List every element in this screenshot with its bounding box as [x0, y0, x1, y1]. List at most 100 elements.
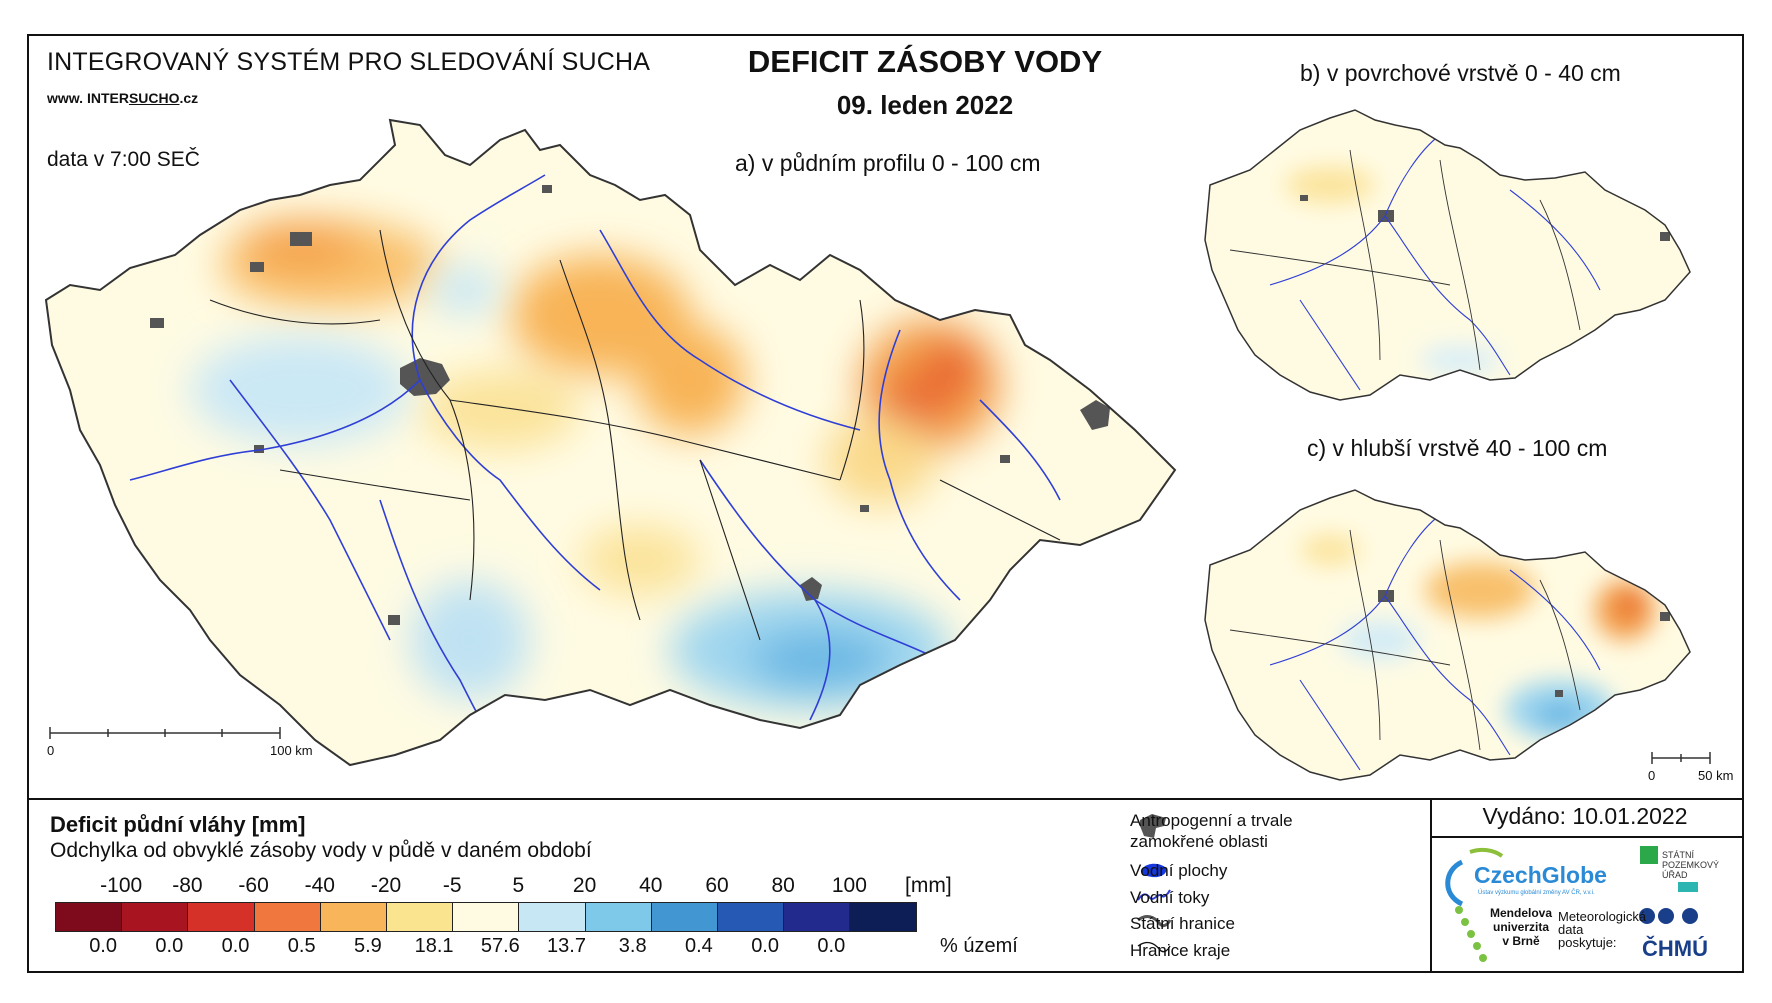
symbol-rivers: Vodní toky	[1130, 888, 1210, 907]
color-scale	[55, 902, 918, 932]
map-a-urban-areas	[150, 185, 1110, 625]
legend-percent: 57.6	[480, 935, 520, 957]
legend-tick: 100	[831, 874, 867, 897]
map-c-scale-bar	[1651, 752, 1711, 764]
color-swatch	[519, 903, 586, 931]
logo-panel	[1432, 840, 1740, 970]
color-swatch	[254, 903, 321, 931]
map-a-label: a) v půdním profilu 0 - 100 cm	[735, 150, 1041, 176]
url-brand-b: SUCHO	[128, 90, 180, 106]
color-swatch	[651, 903, 718, 931]
state-border-icon	[1137, 915, 1172, 928]
legend-tick: -80	[172, 874, 203, 897]
spu-line-2: POZEMKOVÝ	[1662, 860, 1720, 870]
map-a-scale-end: 100 km	[270, 743, 313, 758]
legend-percent: 0.0	[751, 935, 779, 957]
symbol-water-bodies: Vodní plochy	[1130, 861, 1228, 880]
symbol-anthropogenic-2: zamokřené oblasti	[1130, 832, 1268, 851]
legend-tick: 80	[771, 874, 795, 897]
legend-tick: 20	[572, 874, 597, 897]
map-date: 09. leden 2022	[836, 90, 1014, 120]
map-a-region-borders	[209, 229, 1061, 641]
color-swatch	[56, 903, 123, 931]
mendel-line-3: v Brně	[1502, 934, 1540, 948]
symbol-region-border: Hranice kraje	[1130, 941, 1231, 960]
color-swatch	[320, 903, 387, 931]
water-body-icon	[1140, 863, 1167, 878]
color-swatch	[122, 903, 189, 931]
czechglobe-logo: CzechGlobe	[1474, 862, 1607, 888]
legend-tick: -100	[100, 874, 143, 897]
map-a-dry-zones	[220, 220, 1000, 595]
percent-label: % území	[940, 935, 1018, 957]
legend-tick: 5	[512, 874, 525, 897]
color-swatch	[453, 903, 520, 931]
system-title: INTEGROVANÝ SYSTÉM PRO SLEDOVÁNÍ SUCHA	[47, 48, 651, 76]
legend-subtitle: Odchylka od obvyklé zásoby vody v půdě v…	[50, 839, 592, 862]
mendel-line-1: Mendelova	[1490, 906, 1553, 920]
meteo-text: Meteorologická data poskytuje:	[1558, 910, 1646, 949]
mendel-dots-icon	[1455, 906, 1463, 914]
legend-unit: [mm]	[905, 874, 952, 897]
map-a-scale-zero: 0	[47, 743, 55, 758]
legend-percent: 0.0	[89, 935, 117, 957]
legend-tick: 40	[639, 874, 663, 897]
czechglobe-swoosh-icon	[1445, 859, 1464, 907]
legend-percent: 0.0	[155, 935, 184, 957]
logos	[1445, 846, 1698, 962]
legend-percent: 18.1	[414, 935, 454, 957]
meteo-line-3: poskytuje:	[1558, 935, 1617, 950]
drought-maps	[45, 109, 1711, 781]
spu-line-3: ÚŘAD	[1662, 870, 1688, 880]
chmu-logo-icon	[1639, 908, 1655, 924]
urban-area-icon	[1140, 814, 1166, 838]
river-icon	[1137, 889, 1171, 901]
issued-separator	[1430, 836, 1743, 838]
legend-percent: 3.8	[618, 935, 647, 957]
legend-percent: 0.0	[221, 935, 250, 957]
url-prefix: www.	[47, 90, 84, 106]
spu-logo: STÁTNÍ POZEMKOVÝ ÚŘAD	[1662, 850, 1719, 880]
map-a-rivers	[129, 174, 1061, 736]
legend-title: Deficit půdní vláhy [mm]	[50, 812, 306, 837]
map-c	[1204, 489, 1711, 781]
legend-percent: 13.7	[547, 935, 586, 957]
data-time: data v 7:00 SEČ	[47, 148, 200, 171]
url-suffix: .cz	[179, 90, 199, 106]
legend-percent: 0.4	[684, 935, 713, 957]
color-swatch	[386, 903, 454, 931]
map-c-scale-end: 50 km	[1698, 768, 1734, 783]
map-b-label: b) v povrchové vrstvě 0 - 40 cm	[1300, 60, 1621, 86]
legend-tick: -5	[442, 874, 462, 897]
map-c-label: c) v hlubší vrstvě 40 - 100 cm	[1307, 435, 1608, 461]
color-swatch	[188, 903, 255, 931]
legend-separator	[1430, 798, 1432, 973]
map-a-scale-bar	[49, 727, 281, 739]
mendel-logo: Mendelova univerzita v Brně	[1490, 906, 1552, 948]
color-swatch	[585, 903, 652, 931]
url-brand-a: INTER	[86, 90, 129, 106]
spu-line-1: STÁTNÍ	[1662, 850, 1695, 860]
region-border-icon	[1137, 941, 1171, 953]
map-a	[45, 119, 1176, 766]
legend-tick: -40	[304, 874, 335, 897]
czechglobe-sub: Ústav výzkumu globální změny AV ČR, v.v.…	[1478, 890, 1595, 896]
site-url[interactable]: www. INTERSUCHO.cz	[47, 90, 198, 106]
legend-percent: 5.9	[353, 935, 382, 957]
spu-logo-icon	[1640, 846, 1658, 864]
map-b	[1204, 109, 1691, 401]
symbol-state-border: Státní hranice	[1130, 914, 1235, 933]
legend-percent: 0.5	[287, 935, 316, 957]
meteo-line-2: data	[1558, 922, 1584, 937]
legend-tick: -60	[238, 874, 269, 897]
legend-percent: 0.0	[817, 935, 846, 957]
color-swatch	[850, 903, 917, 931]
main-title: DEFICIT ZÁSOBY VODY	[747, 44, 1103, 79]
color-swatch	[717, 903, 785, 931]
meteo-line-1: Meteorologická	[1558, 909, 1647, 924]
issued-date: Vydáno: 10.01.2022	[1482, 803, 1688, 829]
legend-tick: -20	[370, 874, 402, 897]
map-c-scale-zero: 0	[1648, 768, 1656, 783]
symbol-anthropogenic-1: Antropogenní a trvale	[1130, 811, 1293, 830]
mendel-line-2: univerzita	[1493, 920, 1550, 934]
